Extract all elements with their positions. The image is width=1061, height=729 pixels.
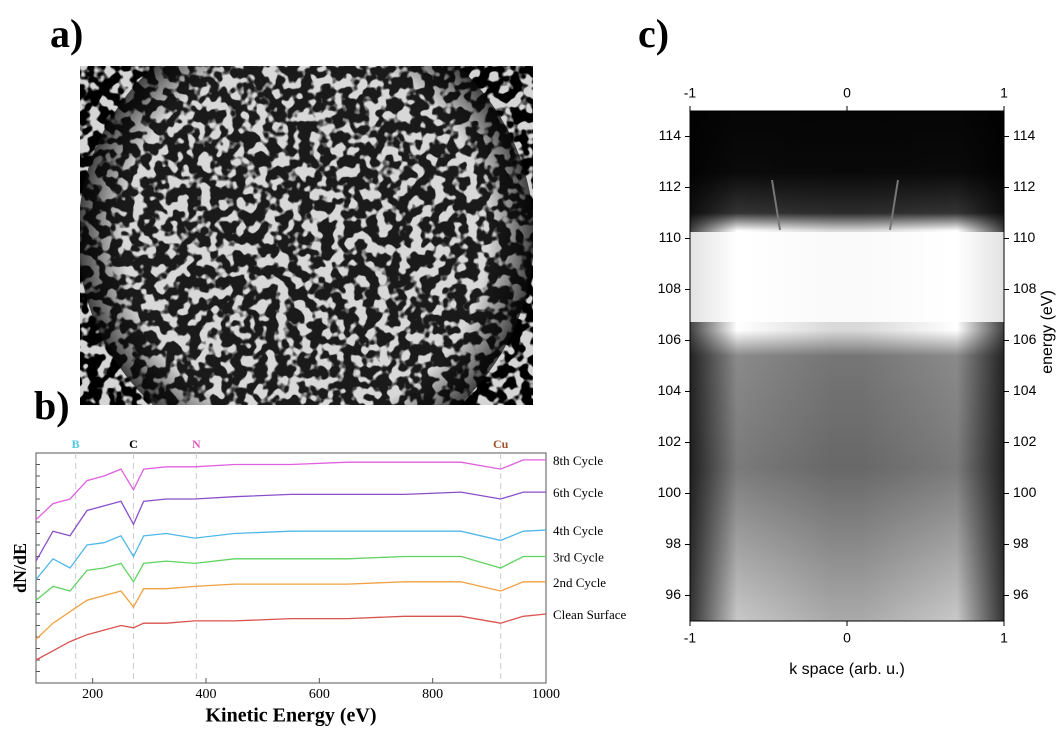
x-tick-label: 1000 (532, 687, 560, 702)
y-tick-label: 108 (1013, 280, 1037, 296)
x-tick-label: 400 (196, 687, 217, 702)
spectrum-line (35, 613, 547, 661)
y-tick-label: 98 (1013, 535, 1029, 551)
y-tick-label: 114 (1013, 127, 1036, 143)
y-tick-label: 102 (658, 433, 682, 449)
marker-label: B (72, 437, 80, 451)
spectrum-line (35, 529, 547, 580)
x-tick-label: 800 (422, 687, 443, 702)
x-tick-label: -1 (684, 630, 697, 646)
y-tick-label: 104 (658, 382, 682, 398)
y-tick-label: 112 (1013, 178, 1036, 194)
y-tick-label: 106 (658, 331, 682, 347)
x-axis-label: k space (arb. u.) (789, 661, 905, 678)
spectrum-line (35, 555, 546, 601)
panel-label: c) (638, 11, 669, 56)
y-tick-label: 104 (1013, 382, 1037, 398)
series-label: 2nd Cycle (553, 575, 606, 590)
x-tick-label: 1 (1000, 85, 1008, 101)
micrograph (80, 66, 533, 405)
y-tick-label: 102 (1013, 433, 1037, 449)
y-tick-label: 96 (665, 586, 681, 602)
panel-label: b) (34, 383, 70, 428)
y-tick-label: 108 (658, 280, 682, 296)
series-label: 8th Cycle (553, 453, 603, 468)
panel-label: a) (50, 11, 83, 56)
series-label: 4th Cycle (553, 523, 603, 538)
x-tick-label: 1 (1000, 630, 1008, 646)
y-tick-label: 100 (658, 484, 682, 500)
x-tick-label: 600 (309, 687, 330, 702)
x-axis-label: Kinetic Energy (eV) (205, 705, 376, 727)
marker-label: Cu (493, 437, 509, 451)
x-tick-label: 200 (82, 687, 103, 702)
marker-label: C (129, 437, 138, 451)
marker-label: N (192, 437, 201, 451)
series-label: 3rd Cycle (553, 549, 604, 564)
arpes-image (690, 111, 1004, 621)
spectrum-line (35, 581, 546, 640)
y-tick-label: 112 (659, 178, 682, 194)
y-tick-label: 96 (1013, 586, 1029, 602)
series-label: 6th Cycle (553, 485, 603, 500)
y-tick-label: 110 (659, 229, 682, 245)
y-tick-label: 110 (1013, 229, 1036, 245)
x-tick-label: -1 (684, 85, 697, 101)
x-tick-label: 0 (843, 85, 851, 101)
y-axis-label: dN/dE (10, 543, 30, 593)
y-tick-label: 100 (1013, 484, 1037, 500)
spectrum-line (35, 491, 546, 562)
y-tick-label: 98 (665, 535, 681, 551)
plot-frame (35, 452, 547, 684)
y-tick-label: 114 (659, 127, 682, 143)
x-tick-label: 0 (843, 630, 851, 646)
y-axis-label: energy (eV) (1039, 290, 1056, 374)
y-tick-label: 106 (1013, 331, 1037, 347)
spectrum-line (35, 459, 546, 521)
series-label: Clean Surface (553, 607, 627, 622)
